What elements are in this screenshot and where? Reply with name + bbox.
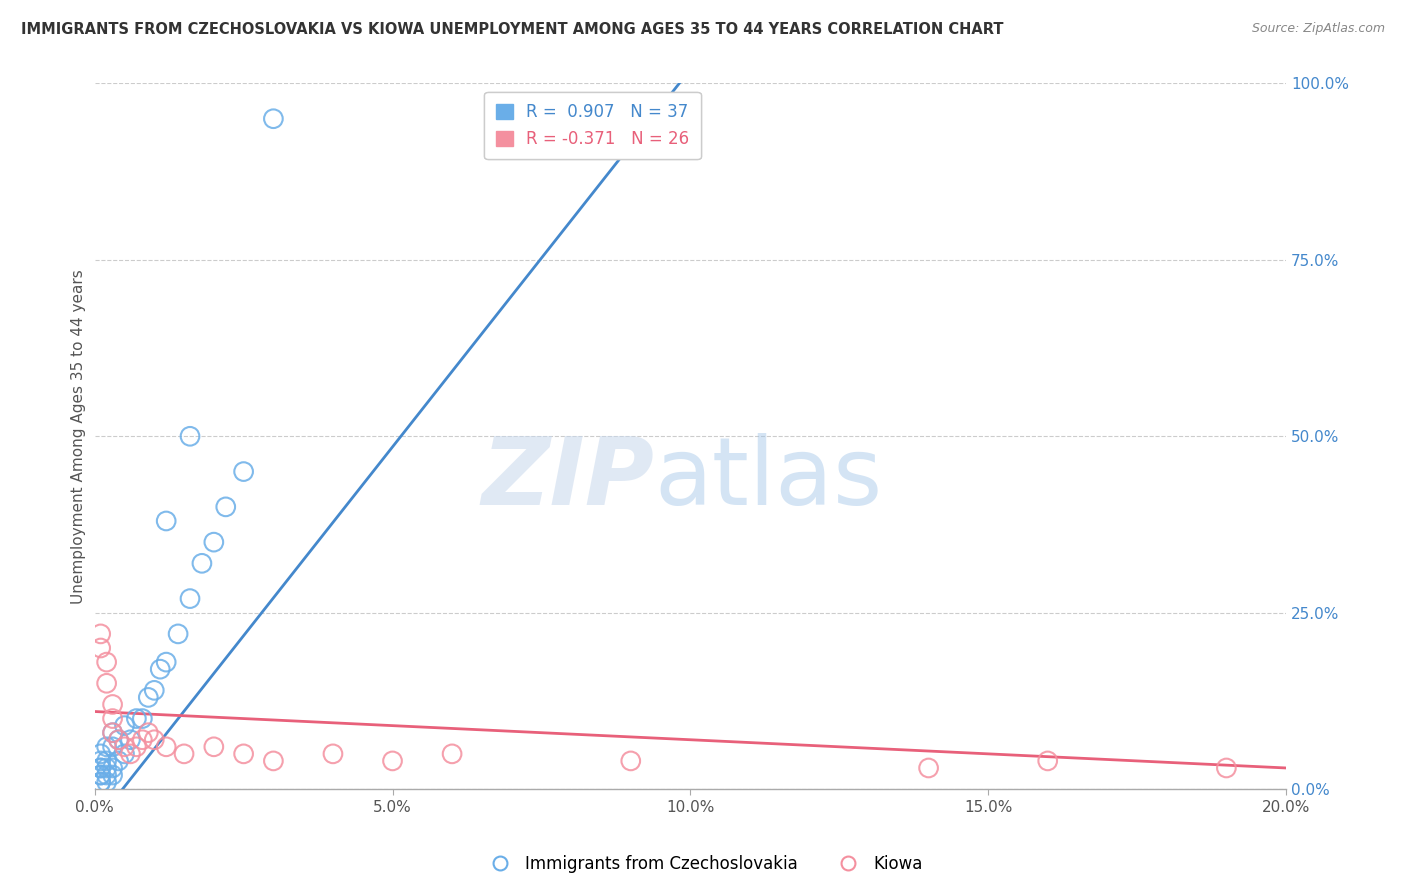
Point: [202, 535, 225, 549]
Point: [143, 683, 166, 698]
Point: [1215, 761, 1237, 775]
Legend: Immigrants from Czechoslovakia, Kiowa: Immigrants from Czechoslovakia, Kiowa: [477, 848, 929, 880]
Point: [1036, 754, 1059, 768]
Point: [215, 500, 238, 514]
Point: [101, 725, 124, 739]
Point: [262, 112, 284, 126]
Point: [101, 712, 124, 726]
Point: [90, 775, 112, 789]
Point: [136, 690, 159, 705]
Point: [90, 775, 112, 789]
Point: [101, 761, 124, 775]
Point: [120, 732, 142, 747]
Point: [191, 557, 214, 571]
Legend: R =  0.907   N = 37, R = -0.371   N = 26: R = 0.907 N = 37, R = -0.371 N = 26: [484, 92, 700, 160]
Point: [101, 725, 124, 739]
Point: [232, 465, 254, 479]
Point: [90, 768, 112, 782]
Point: [131, 712, 153, 726]
Point: [381, 754, 404, 768]
Point: [90, 640, 112, 655]
Point: [441, 747, 464, 761]
Point: [143, 732, 166, 747]
Point: [114, 747, 136, 761]
Point: [96, 739, 118, 754]
Point: [262, 754, 284, 768]
Point: [155, 514, 177, 528]
Point: [96, 676, 118, 690]
Point: [136, 725, 159, 739]
Point: [101, 739, 124, 754]
Point: [131, 732, 153, 747]
Point: [96, 768, 118, 782]
Point: [179, 591, 201, 606]
Point: [620, 754, 643, 768]
Point: [90, 768, 112, 782]
Point: [155, 739, 177, 754]
Point: [120, 747, 142, 761]
Point: [107, 754, 129, 768]
Point: [90, 747, 112, 761]
Point: [90, 761, 112, 775]
Point: [114, 718, 136, 732]
Point: [101, 768, 124, 782]
Text: Source: ZipAtlas.com: Source: ZipAtlas.com: [1251, 22, 1385, 36]
Point: [232, 747, 254, 761]
Text: IMMIGRANTS FROM CZECHOSLOVAKIA VS KIOWA UNEMPLOYMENT AMONG AGES 35 TO 44 YEARS C: IMMIGRANTS FROM CZECHOSLOVAKIA VS KIOWA …: [21, 22, 1004, 37]
Point: [107, 732, 129, 747]
Point: [917, 761, 939, 775]
Point: [149, 662, 172, 676]
Point: [179, 429, 201, 443]
Text: atlas: atlas: [655, 433, 883, 524]
Point: [202, 739, 225, 754]
Point: [90, 627, 112, 641]
Point: [107, 732, 129, 747]
Point: [96, 754, 118, 768]
Point: [90, 754, 112, 768]
Point: [125, 712, 148, 726]
Point: [96, 775, 118, 789]
Point: [167, 627, 190, 641]
Point: [173, 747, 195, 761]
Point: [322, 747, 344, 761]
Point: [101, 698, 124, 712]
Point: [125, 739, 148, 754]
Point: [96, 655, 118, 669]
Y-axis label: Unemployment Among Ages 35 to 44 years: Unemployment Among Ages 35 to 44 years: [72, 268, 86, 604]
Point: [90, 761, 112, 775]
Point: [96, 761, 118, 775]
Point: [155, 655, 177, 669]
Point: [114, 739, 136, 754]
Text: ZIP: ZIP: [482, 433, 655, 524]
